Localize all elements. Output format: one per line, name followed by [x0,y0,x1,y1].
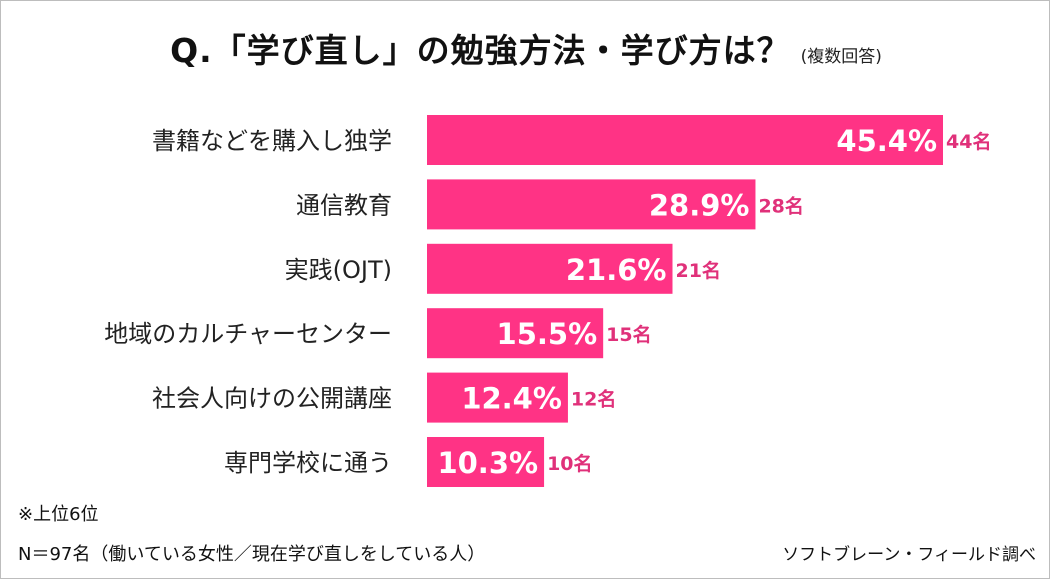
category-label: 実践(OJT) [285,256,392,284]
bar [427,179,756,230]
bar [427,115,943,165]
category-label: 通信教育 [296,191,392,219]
chart-title: Q.「学び直し」の勉強方法・学び方は？ [170,31,791,70]
chart-subtitle: (複数回答) [800,47,882,67]
bar [427,308,604,359]
source-credit: ソフトブレーン・フィールド調べ [782,545,1036,565]
category-label: 地域のカルチャーセンター [104,320,392,348]
rank-note: ※上位6位 [18,504,99,525]
value-label: 28.9% [649,188,750,222]
bar [427,372,568,423]
count-label: 10名 [547,452,592,475]
value-label: 15.5% [497,317,598,351]
value-label: 45.4% [836,124,937,158]
chart-title-block: Q.「学び直し」の勉強方法・学び方は？ (複数回答) [0,24,1052,72]
category-label: 専門学校に通う [224,449,392,477]
category-label: 書籍などを購入し独学 [152,127,392,155]
count-label: 21名 [675,259,720,282]
value-label: 21.6% [566,253,667,287]
value-label: 12.4% [461,382,562,416]
count-label: 28名 [758,194,803,217]
count-label: 44名 [946,130,991,153]
sample-note: N＝97名（働いている女性／現在学び直しをしている人） [18,544,486,565]
value-label: 10.3% [437,446,538,480]
bar [427,437,545,487]
count-label: 12名 [571,388,616,411]
bar [427,243,673,294]
category-label: 社会人向けの公開講座 [152,385,392,413]
count-label: 15名 [606,323,651,346]
